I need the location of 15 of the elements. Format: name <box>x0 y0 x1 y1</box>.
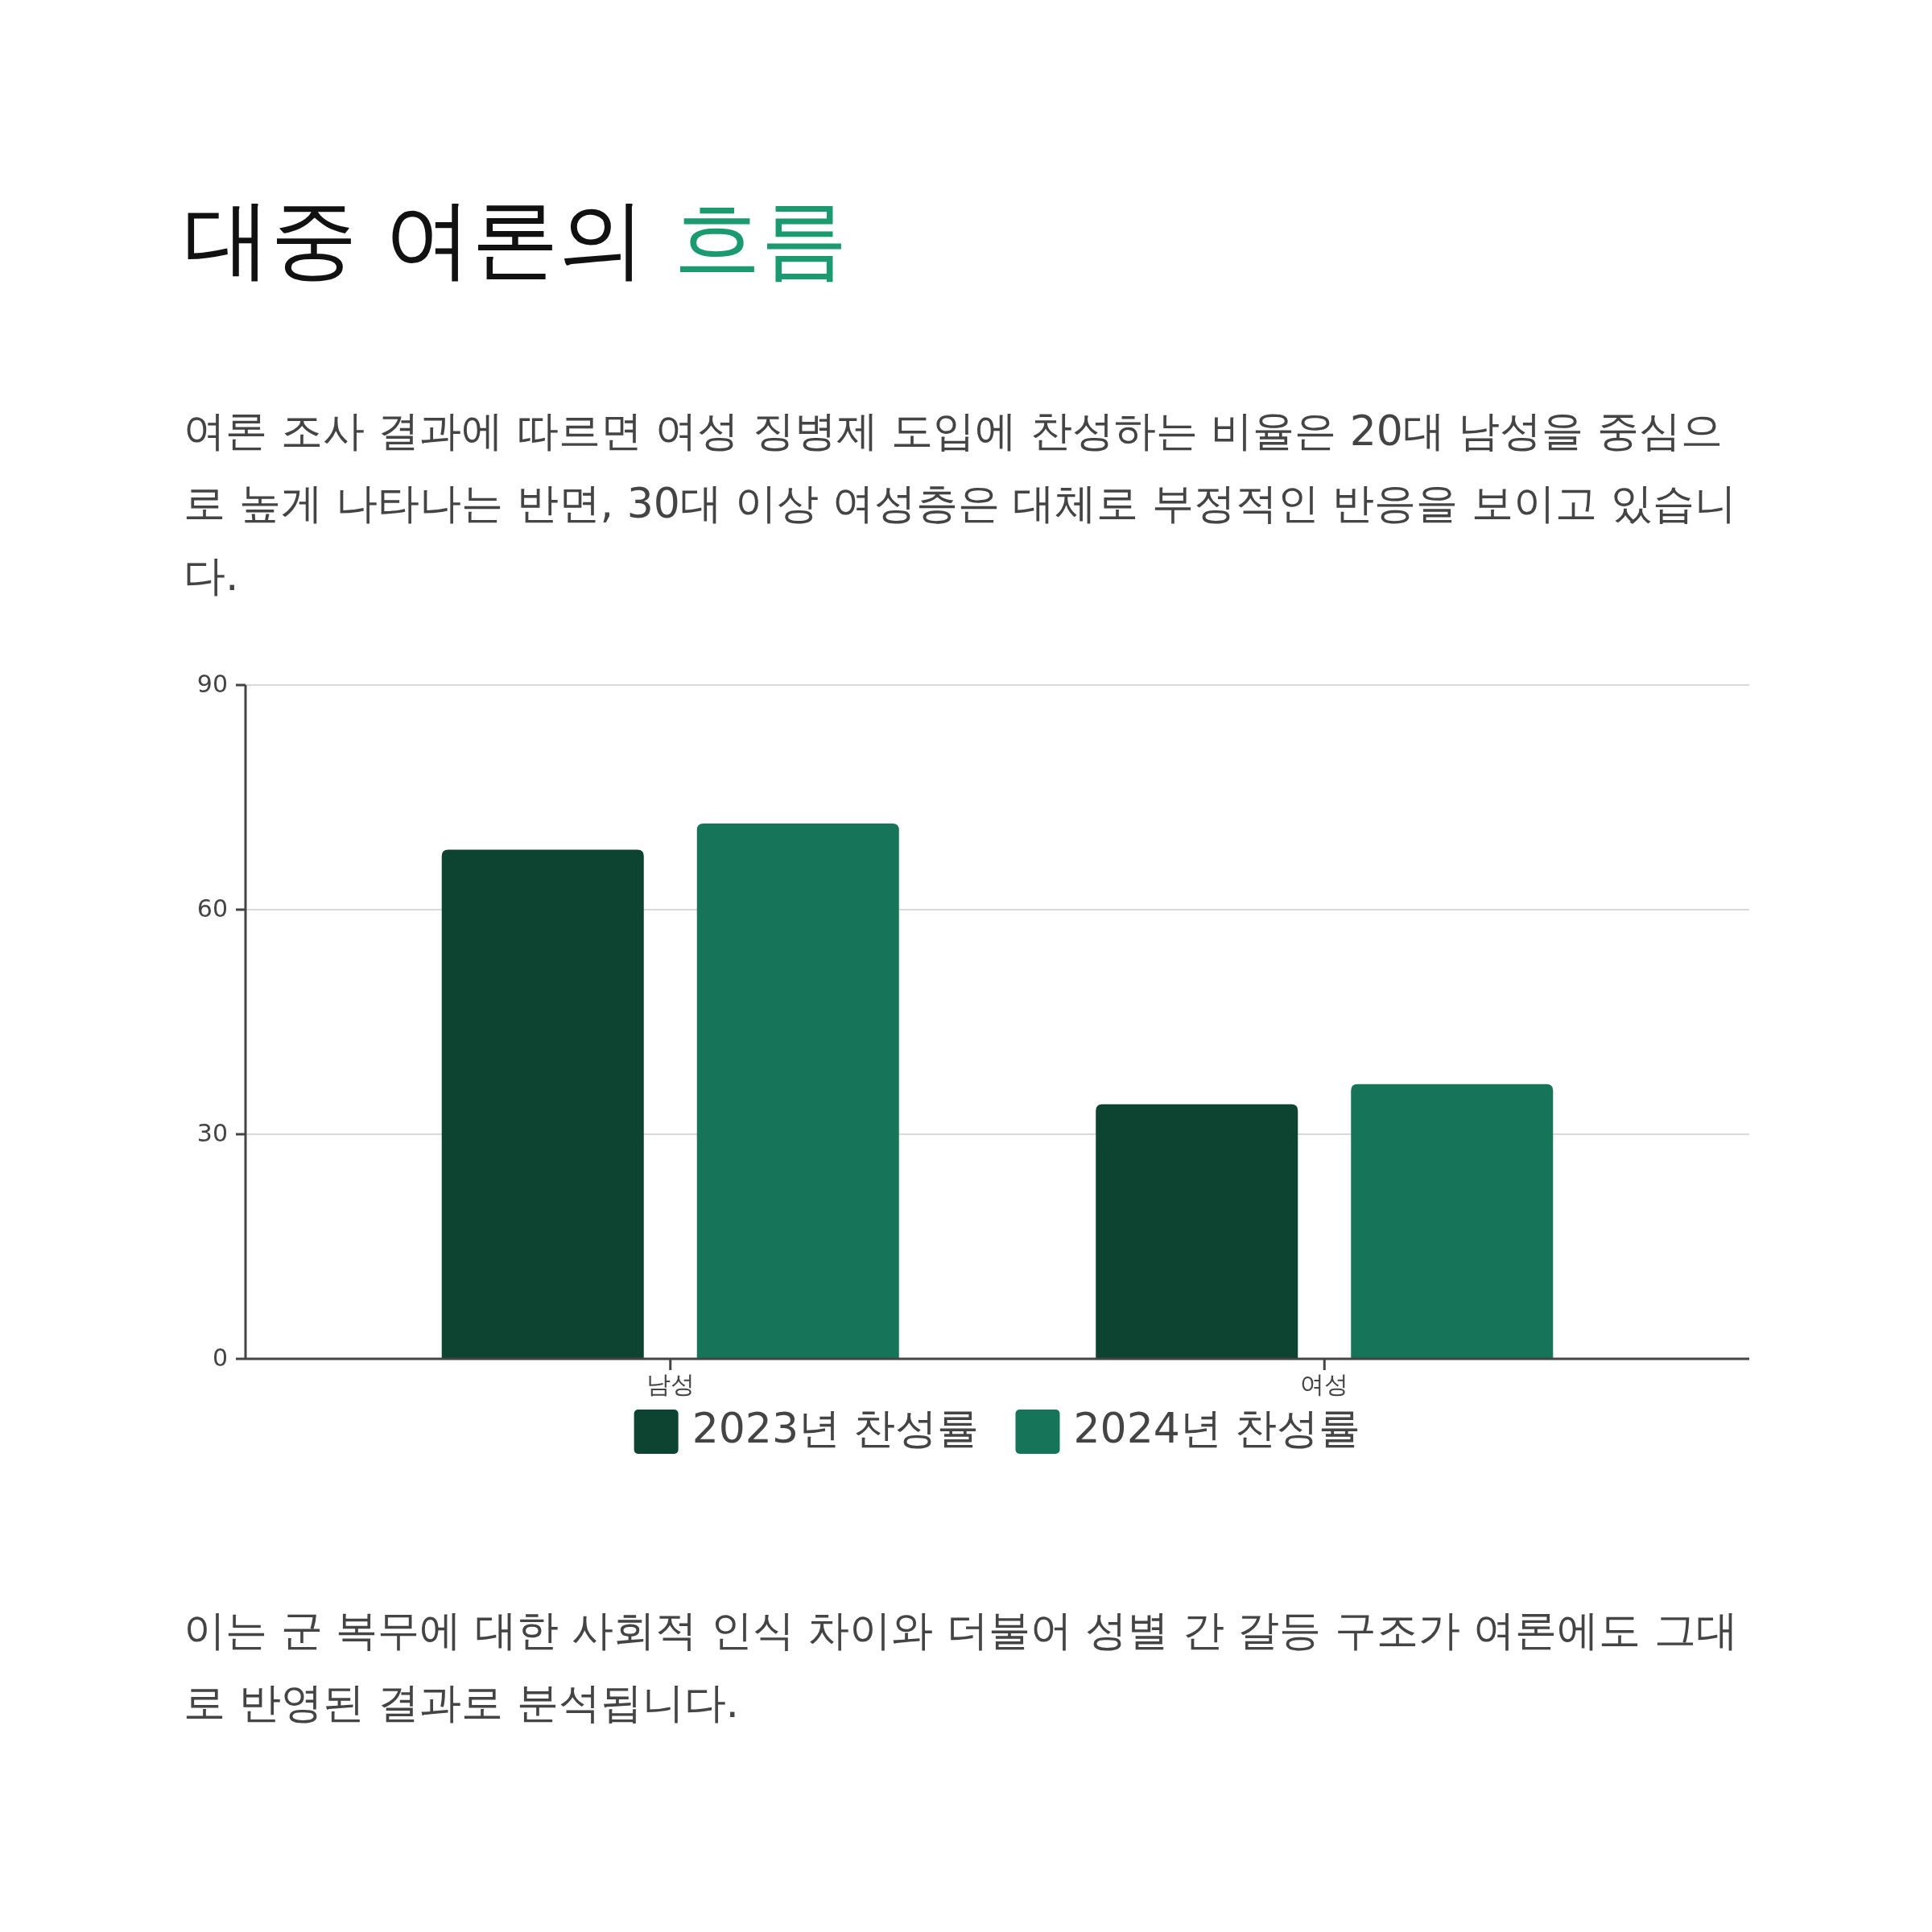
x-tick-label: 여성 <box>1300 1370 1349 1398</box>
legend-label: 2023년 찬성률 <box>691 1404 980 1452</box>
chart-subtitle: 여론 조사 결과에 따르면 여성 징병제 도입에 찬성하는 비율은 20대 남성을 중심으로 높게 나타나는 반면, 30대 이상 여성층은 대체로 부정적인 반응을 보이고 있습니다. <box>184 406 1737 601</box>
bar <box>1096 1104 1298 1359</box>
y-tick-label: 90 <box>196 669 228 698</box>
bar <box>696 824 899 1359</box>
bar <box>1351 1084 1554 1359</box>
chart-title: 대중 여론의 흐름 <box>184 188 848 291</box>
bar <box>441 849 644 1359</box>
y-tick-label: 30 <box>196 1118 228 1147</box>
x-tick-label: 남성 <box>646 1370 695 1398</box>
y-tick-label: 60 <box>196 894 228 923</box>
y-tick-label: 0 <box>212 1343 228 1372</box>
text: 이는 군 복무에 대한 사회적 인식 차이와 더불어 성별 간 갈등 구조가 여론에도 그대로 반영된 결과로 분석됩니다. <box>184 1605 1739 1728</box>
legend-label: 2024년 찬성률 <box>1073 1404 1361 1452</box>
